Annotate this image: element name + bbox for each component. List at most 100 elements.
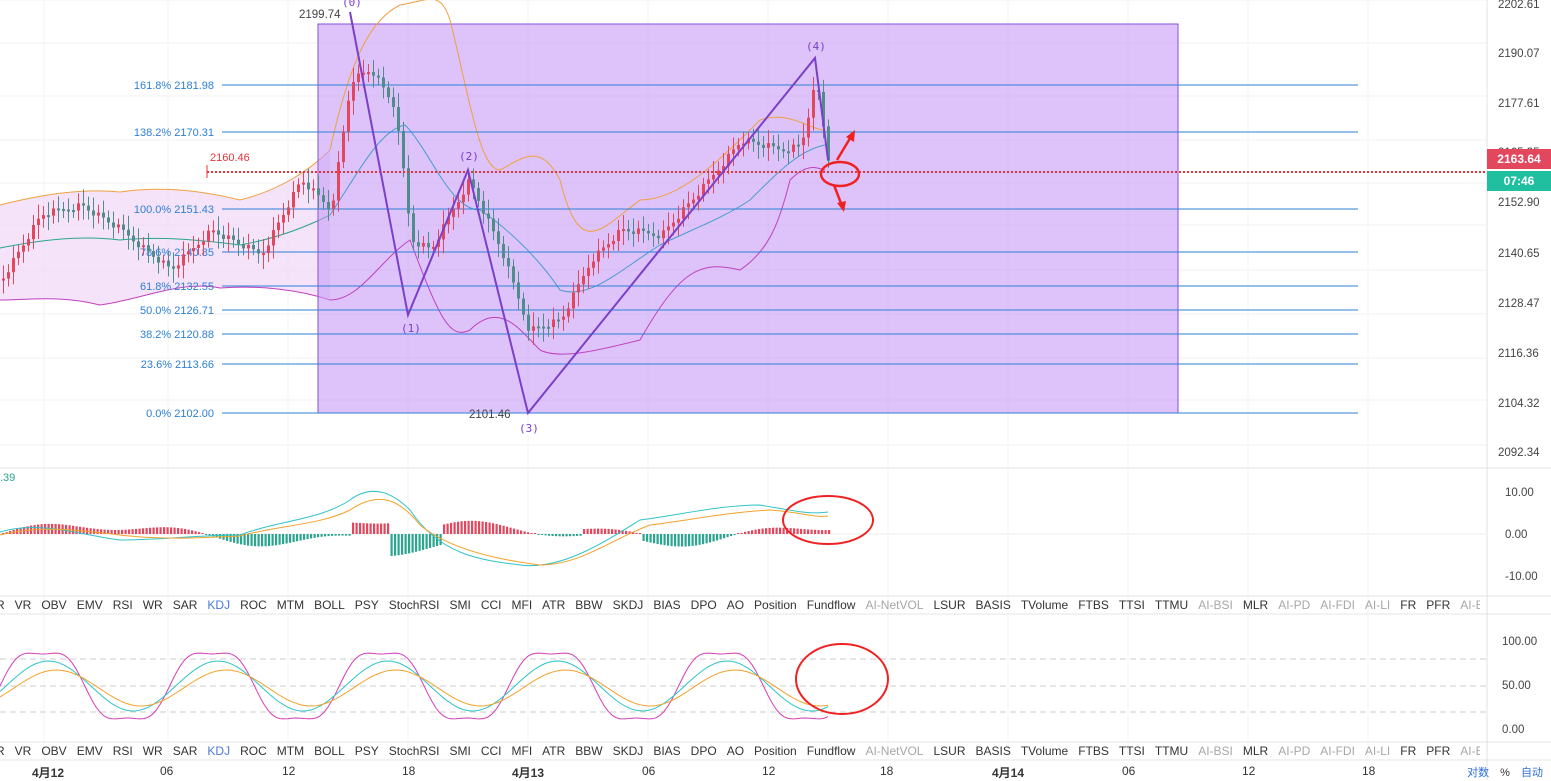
indicator-tab[interactable]: MTM bbox=[276, 598, 305, 612]
macd-bar bbox=[548, 534, 551, 536]
macd-bar bbox=[817, 529, 820, 534]
indicator-tab[interactable]: EMV bbox=[76, 744, 103, 758]
candle-body bbox=[67, 209, 70, 212]
macd-bar bbox=[93, 528, 96, 534]
indicator-tab[interactable]: ATR bbox=[542, 598, 566, 612]
indicator-tab[interactable]: WR bbox=[142, 598, 163, 612]
indicator-tab[interactable]: PSY bbox=[354, 598, 379, 612]
percent-toggle[interactable]: % bbox=[1500, 767, 1510, 779]
indicator-tab[interactable]: AI-BST bbox=[1460, 598, 1480, 612]
indicator-tab[interactable]: TTMU bbox=[1154, 598, 1189, 612]
indicator-tab[interactable]: SKDJ bbox=[612, 598, 644, 612]
indicator-tab[interactable]: SMI bbox=[449, 598, 471, 612]
log-scale-toggle[interactable]: 对数 bbox=[1467, 767, 1490, 779]
indicator-tab[interactable]: PFR bbox=[1426, 744, 1451, 758]
indicator-tab[interactable]: FTBS bbox=[1078, 744, 1109, 758]
indicator-tab[interactable]: RSI bbox=[112, 744, 133, 758]
indicator-tab[interactable]: BOLL bbox=[314, 744, 345, 758]
indicator-tab[interactable]: AI-PD bbox=[1278, 744, 1311, 758]
indicator-tab[interactable]: BASIS bbox=[975, 744, 1011, 758]
indicator-tab[interactable]: SMI bbox=[449, 744, 471, 758]
indicator-tab[interactable]: Fundflow bbox=[806, 598, 856, 612]
indicator-tab[interactable]: AI-NetVOL bbox=[865, 598, 924, 612]
indicator-tab[interactable]: AO bbox=[726, 598, 745, 612]
indicator-tab[interactable]: CCI bbox=[480, 744, 502, 758]
indicator-tab[interactable]: PSY bbox=[354, 744, 379, 758]
indicator-tabs-top[interactable]: R VR OBV EMV RSI WR SAR KDJ ROC MTM BOLL PSY StochRS… bbox=[0, 596, 1480, 614]
indicator-tab[interactable]: AO bbox=[726, 744, 745, 758]
indicator-tab[interactable]: OBV bbox=[41, 744, 67, 758]
indicator-tab[interactable]: TTMU bbox=[1154, 744, 1189, 758]
macd-bar bbox=[96, 529, 99, 534]
indicator-tab[interactable]: AI-BSI bbox=[1198, 744, 1233, 758]
indicator-tab[interactable]: BIAS bbox=[653, 598, 681, 612]
indicator-tab[interactable]: LSUR bbox=[933, 598, 966, 612]
indicator-tab[interactable]: KDJ bbox=[207, 598, 231, 612]
indicator-tab[interactable]: PFR bbox=[1426, 598, 1451, 612]
axis-options[interactable]: 对数 % 自动 bbox=[1459, 764, 1543, 780]
macd-bar bbox=[380, 523, 383, 534]
macd-bar bbox=[285, 534, 288, 544]
indicator-tab[interactable]: ROC bbox=[240, 598, 267, 612]
indicator-tab[interactable]: AI-PD bbox=[1278, 598, 1311, 612]
indicator-tab[interactable]: VR bbox=[14, 598, 32, 612]
indicator-tab[interactable]: OBV bbox=[41, 598, 67, 612]
indicator-tab[interactable]: FR bbox=[1400, 598, 1417, 612]
indicator-tab[interactable]: Position bbox=[754, 744, 797, 758]
indicator-tab[interactable]: RSI bbox=[112, 598, 133, 612]
indicator-tab[interactable]: Fundflow bbox=[806, 744, 856, 758]
wave-label: (3) bbox=[519, 422, 539, 435]
indicator-tab[interactable]: BASIS bbox=[975, 598, 1011, 612]
indicator-tab[interactable]: MFI bbox=[511, 744, 533, 758]
indicator-tab[interactable]: BBW bbox=[575, 744, 603, 758]
indicator-tab[interactable]: SAR bbox=[172, 598, 198, 612]
indicator-tab[interactable]: R bbox=[0, 744, 5, 758]
indicator-tab[interactable]: FTBS bbox=[1078, 598, 1109, 612]
indicator-tab[interactable]: Position bbox=[754, 598, 797, 612]
indicator-tab[interactable]: CCI bbox=[480, 598, 502, 612]
indicator-tab[interactable]: MTM bbox=[276, 744, 305, 758]
indicator-tab[interactable]: MLR bbox=[1242, 744, 1269, 758]
indicator-tab[interactable]: TVolume bbox=[1020, 744, 1069, 758]
indicator-tab[interactable]: DPO bbox=[690, 598, 717, 612]
indicator-tab[interactable]: StochRSI bbox=[388, 744, 440, 758]
indicator-tab[interactable]: AI-LI bbox=[1364, 744, 1391, 758]
indicator-tab[interactable]: LSUR bbox=[933, 744, 966, 758]
indicator-tab[interactable]: R bbox=[0, 598, 5, 612]
indicator-tab[interactable]: AI-NetVOL bbox=[865, 744, 924, 758]
indicator-tab[interactable]: EMV bbox=[76, 598, 103, 612]
current-price-box: 2163.64 bbox=[1487, 149, 1551, 169]
indicator-tab[interactable]: SAR bbox=[172, 744, 198, 758]
indicator-tab[interactable]: ROC bbox=[240, 744, 267, 758]
macd-bar bbox=[702, 534, 705, 545]
fibonacci-box[interactable] bbox=[317, 23, 1179, 414]
indicator-tab[interactable]: TTSI bbox=[1118, 598, 1145, 612]
candle-body bbox=[267, 245, 270, 254]
indicator-tab[interactable]: TTSI bbox=[1118, 744, 1145, 758]
indicator-tab[interactable]: WR bbox=[142, 744, 163, 758]
elliott-wave[interactable] bbox=[349, 11, 829, 416]
indicator-tab[interactable]: DPO bbox=[690, 744, 717, 758]
indicator-tab[interactable]: MLR bbox=[1242, 598, 1269, 612]
indicator-tab[interactable]: AI-BSI bbox=[1198, 598, 1233, 612]
indicator-tab[interactable]: AI-BST bbox=[1460, 744, 1480, 758]
indicator-tabs-bottom[interactable]: R VR OBV EMV RSI WR SAR KDJ ROC MTM BOLL PSY StochRS… bbox=[0, 742, 1480, 760]
indicator-tab[interactable]: MFI bbox=[511, 598, 533, 612]
indicator-tab[interactable]: BOLL bbox=[314, 598, 345, 612]
indicator-tab[interactable]: AI-FDI bbox=[1320, 598, 1355, 612]
indicator-tab[interactable]: KDJ bbox=[207, 744, 231, 758]
indicator-tab[interactable]: AI-FDI bbox=[1320, 744, 1355, 758]
indicator-tab[interactable]: BIAS bbox=[653, 744, 681, 758]
auto-scale-toggle[interactable]: 自动 bbox=[1521, 767, 1543, 779]
indicator-tab[interactable]: StochRSI bbox=[388, 598, 440, 612]
macd-bar bbox=[677, 534, 680, 547]
indicator-tab[interactable]: TVolume bbox=[1020, 598, 1069, 612]
indicator-tab[interactable]: BBW bbox=[575, 598, 603, 612]
indicator-tab[interactable]: VR bbox=[14, 744, 32, 758]
indicator-tab[interactable]: FR bbox=[1400, 744, 1417, 758]
fibonacci-levels[interactable]: 161.8% 2181.98 138.2% 2170.31 100.0% 2151.… bbox=[134, 80, 1358, 420]
indicator-tab[interactable]: SKDJ bbox=[612, 744, 644, 758]
indicator-tab[interactable]: AI-LI bbox=[1364, 598, 1391, 612]
indicator-tab[interactable]: ATR bbox=[542, 744, 566, 758]
